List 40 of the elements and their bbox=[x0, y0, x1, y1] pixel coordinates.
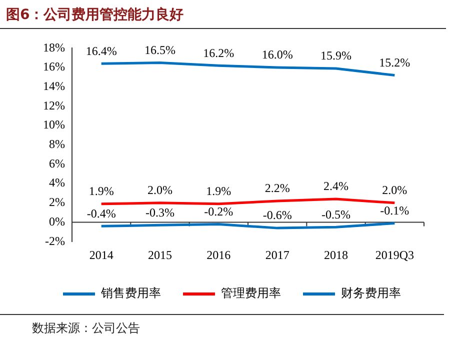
y-tick-label: 16% bbox=[42, 60, 65, 74]
legend-label: 销售费用率 bbox=[100, 286, 161, 300]
y-tick-label: 12% bbox=[42, 98, 65, 112]
x-tick-label: 2014 bbox=[89, 248, 114, 262]
data-label: -0.6% bbox=[262, 208, 292, 222]
legend-label: 财务费用率 bbox=[341, 286, 401, 300]
data-label: 15.9% bbox=[320, 48, 352, 63]
y-tick-label: 10% bbox=[42, 118, 65, 132]
source-note: 数据来源：公司公告 bbox=[32, 320, 140, 337]
data-label: 2.4% bbox=[324, 179, 348, 194]
data-label: 16.4% bbox=[86, 44, 117, 58]
data-label: 1.9% bbox=[88, 184, 114, 198]
data-label: -0.5% bbox=[322, 207, 350, 222]
y-tick-label: 4% bbox=[48, 176, 65, 190]
legend-label: 管理费用率 bbox=[221, 286, 281, 300]
x-tick-label: 2018 bbox=[324, 248, 348, 262]
data-label: 15.2% bbox=[379, 55, 410, 70]
y-tick-label: 14% bbox=[42, 79, 65, 94]
data-label: 16.5% bbox=[144, 42, 176, 57]
chart-title: 图6：公司费用管控能力良好 bbox=[0, 6, 446, 29]
data-label: -0.2% bbox=[204, 204, 234, 218]
y-tick-label: -2% bbox=[44, 234, 65, 248]
data-label: -0.3% bbox=[145, 205, 174, 220]
data-label: 2.0% bbox=[382, 183, 408, 198]
x-tick-label: 2017 bbox=[265, 248, 290, 262]
data-label: 2.2% bbox=[264, 181, 290, 196]
data-label: -0.4% bbox=[86, 206, 116, 220]
y-tick-label: 18% bbox=[42, 40, 65, 54]
data-label: 2.0% bbox=[147, 183, 172, 198]
data-label: 1.9% bbox=[206, 184, 232, 198]
data-label: -0.1% bbox=[380, 203, 410, 218]
data-label: 16.2% bbox=[203, 46, 234, 60]
x-tick-label: 2015 bbox=[148, 248, 172, 262]
y-tick-label: 6% bbox=[48, 156, 65, 170]
y-tick-label: 8% bbox=[48, 137, 65, 152]
x-tick-label: 2016 bbox=[206, 248, 231, 262]
y-tick-label: 2% bbox=[48, 195, 65, 210]
y-tick-label: 0% bbox=[48, 214, 65, 228]
x-tick-label: 2019Q3 bbox=[375, 248, 414, 262]
data-label: 16.0% bbox=[262, 48, 293, 62]
